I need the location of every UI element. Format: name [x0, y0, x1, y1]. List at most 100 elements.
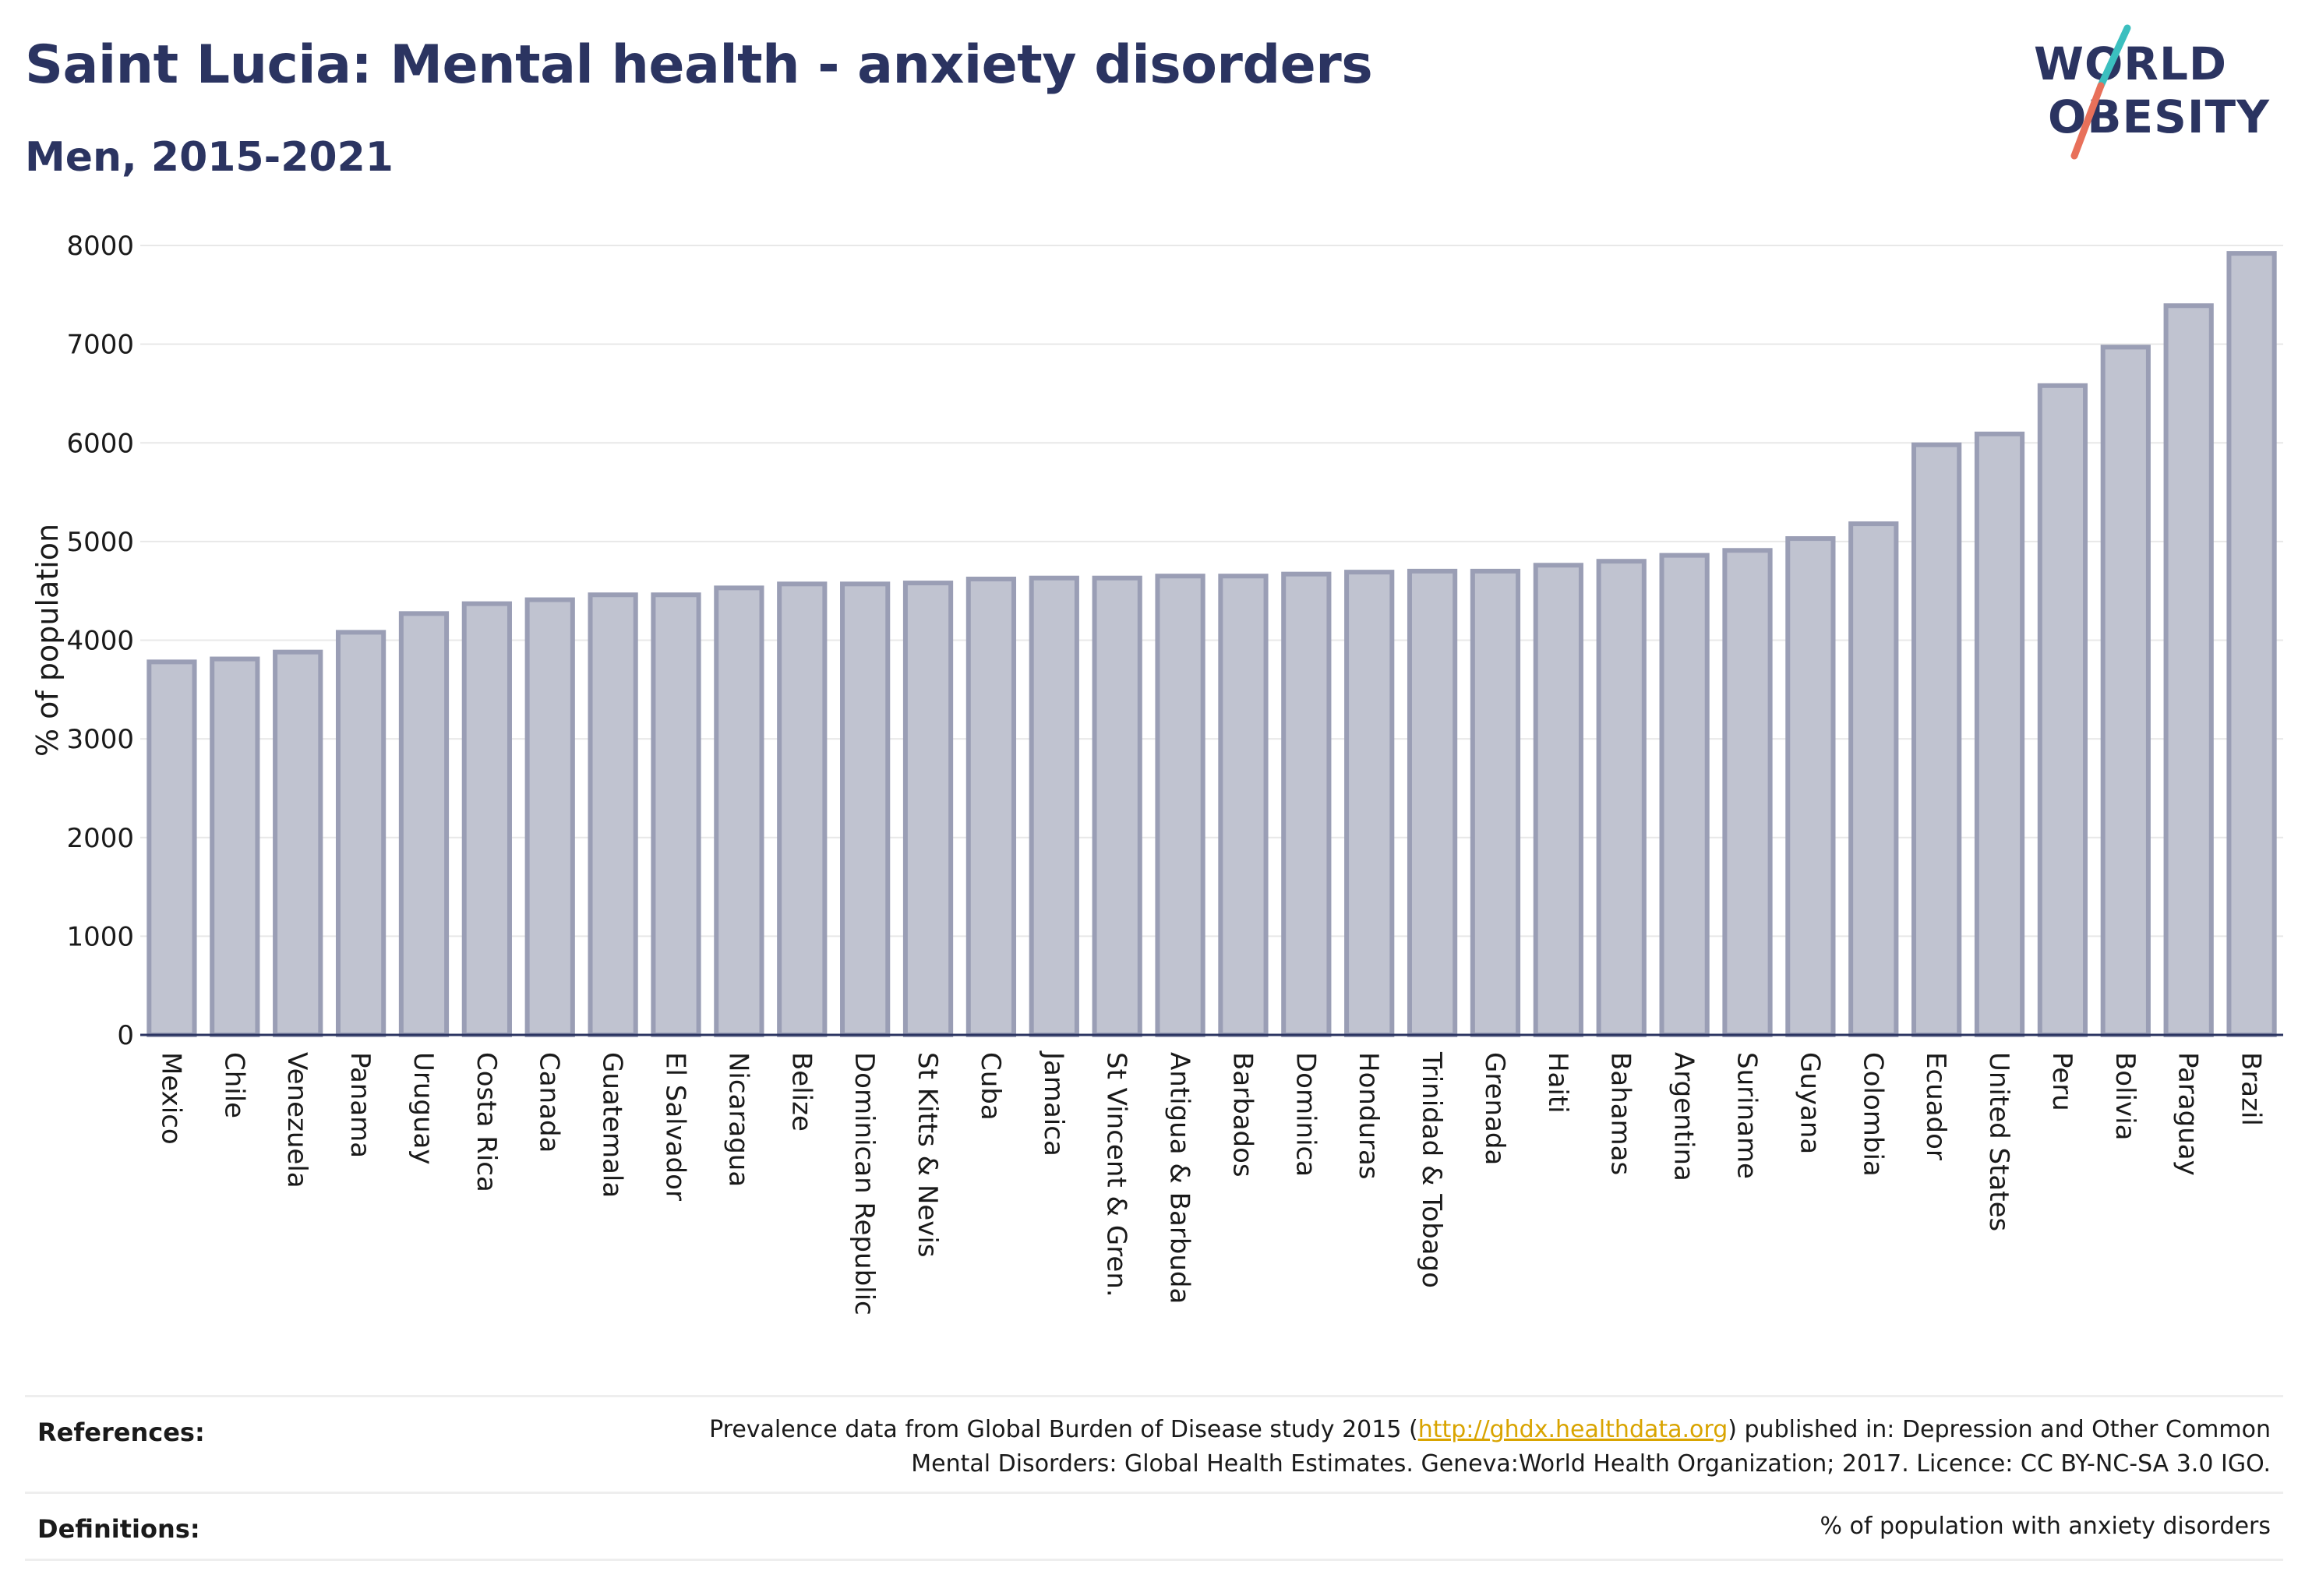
x-tick-label: Nicaragua	[722, 1052, 754, 1187]
bar	[777, 581, 828, 1038]
x-tick-label: Dominica	[1290, 1052, 1321, 1177]
bar	[840, 581, 891, 1038]
bar	[335, 630, 387, 1037]
x-tick-label: Uruguay	[408, 1052, 439, 1165]
bar	[1911, 442, 1962, 1038]
definitions-label: Definitions:	[37, 1514, 200, 1544]
y-tick-label: 1000	[66, 921, 134, 952]
x-tick-label: Paraguay	[2173, 1052, 2204, 1176]
references-label: References:	[37, 1418, 205, 1447]
y-tick-label: 5000	[66, 527, 134, 558]
y-axis-label: % of population	[30, 524, 65, 757]
logo-slash-icon	[2070, 24, 2131, 160]
bar	[714, 585, 764, 1038]
bar	[1344, 570, 1395, 1038]
x-tick-label: Antigua & Barbuda	[1164, 1052, 1195, 1304]
bar	[1785, 536, 1836, 1038]
bar	[1407, 568, 1458, 1037]
x-tick-label: St Kitts & Nevis	[912, 1052, 943, 1258]
x-tick-label: Panama	[344, 1052, 376, 1158]
x-tick-label: Cuba	[975, 1052, 1006, 1121]
bar	[1281, 571, 1332, 1037]
x-tick-label: Canada	[534, 1052, 565, 1153]
references-line-1-pre: Prevalence data from Global Burden of Di…	[709, 1416, 1418, 1443]
bar	[146, 659, 197, 1037]
bar	[2037, 383, 2088, 1037]
bar	[2100, 344, 2151, 1037]
bar	[1596, 559, 1647, 1037]
x-tick-label: Brazil	[2236, 1052, 2267, 1126]
references-row: References: Prevalence data from Global …	[25, 1395, 2283, 1491]
y-tick-label: 4000	[66, 626, 134, 657]
x-tick-label: Dominican Republic	[849, 1052, 880, 1315]
bar	[210, 656, 260, 1038]
definitions-row: Definitions: % of population with anxiet…	[25, 1492, 2283, 1559]
x-tick-labels: Mexico Chile Venezuela Panama Uruguay Costa R…	[155, 1050, 2266, 1315]
y-tick-label: 8000	[66, 231, 134, 262]
bar	[524, 597, 575, 1037]
x-tick-label: United States	[1983, 1052, 2014, 1231]
x-tick-label: Haiti	[1542, 1052, 1573, 1114]
x-tick-label: Honduras	[1353, 1052, 1384, 1180]
bar	[461, 601, 512, 1037]
bar	[273, 649, 323, 1037]
bar	[1659, 553, 1710, 1038]
references-link[interactable]: http://ghdx.healthdata.org	[1417, 1416, 1728, 1443]
x-tick-label: Peru	[2046, 1052, 2077, 1111]
bar	[588, 592, 638, 1037]
grid-lines	[140, 245, 2283, 1036]
bar	[902, 581, 954, 1037]
bar	[651, 592, 701, 1037]
x-tick-label: Suriname	[1731, 1052, 1763, 1179]
x-tick-label: Colombia	[1857, 1052, 1888, 1177]
references-text: Prevalence data from Global Burden of Di…	[709, 1413, 2271, 1481]
bar	[1722, 548, 1773, 1037]
bar	[965, 576, 1017, 1037]
references-line-1-post: ) published in: Depression and Other Com…	[1728, 1416, 2271, 1443]
bar	[1218, 574, 1269, 1038]
bar	[1092, 575, 1142, 1037]
x-tick-label: Guyana	[1794, 1052, 1825, 1154]
x-tick-label: Belize	[785, 1052, 817, 1132]
page-title: Saint Lucia: Mental health - anxiety dis…	[25, 34, 1373, 96]
definitions-text: % of population with anxiety disorders	[1820, 1513, 2271, 1540]
x-tick-label: Grenada	[1479, 1052, 1510, 1165]
bar	[398, 611, 450, 1037]
x-tick-label: St Vincent & Gren.	[1101, 1052, 1132, 1298]
y-tick-label: 3000	[66, 724, 134, 755]
x-tick-label: Jamaica	[1038, 1050, 1069, 1156]
logo-text-world: WORLD	[2034, 37, 2228, 90]
references-line-2: Mental Disorders: Global Health Estimate…	[911, 1450, 2271, 1478]
bar	[1155, 574, 1205, 1038]
x-tick-label: Bahamas	[1605, 1052, 1636, 1175]
x-tick-label: Venezuela	[281, 1052, 312, 1188]
y-tick-label: 2000	[66, 823, 134, 854]
page-subtitle: Men, 2015-2021	[25, 134, 394, 181]
x-tick-label: Costa Rica	[471, 1052, 502, 1192]
x-tick-label: Chile	[218, 1052, 249, 1118]
x-tick-label: Argentina	[1668, 1052, 1700, 1181]
references-line-1: Prevalence data from Global Burden of Di…	[709, 1413, 2271, 1447]
y-tick-label: 0	[117, 1020, 134, 1051]
bar	[1029, 575, 1079, 1037]
world-obesity-logo: WORLD OBESITY	[2034, 22, 2291, 170]
x-tick-label: El Salvador	[660, 1052, 691, 1201]
bar-chart: 0 1000 2000 3000 4000 5000 6000 7000 8000 Mexico…	[30, 231, 2283, 1315]
bars	[146, 251, 2277, 1038]
y-tick-labels: 0 1000 2000 3000 4000 5000 6000 7000 8000	[66, 231, 134, 1051]
bar	[1848, 521, 1899, 1037]
x-tick-label: Bolivia	[2109, 1052, 2141, 1140]
y-tick-label: 7000	[66, 330, 134, 361]
bar	[2226, 251, 2277, 1037]
bar	[1533, 563, 1583, 1037]
bar	[1974, 431, 2025, 1037]
bar	[2163, 303, 2214, 1037]
bar	[1470, 568, 1521, 1037]
footer-bottom-rule	[25, 1559, 2283, 1561]
x-tick-label: Ecuador	[1920, 1052, 1951, 1160]
x-tick-label: Mexico	[155, 1052, 186, 1145]
x-tick-label: Trinidad & Tobago	[1416, 1051, 1447, 1288]
x-tick-label: Guatemala	[597, 1052, 628, 1198]
x-tick-label: Barbados	[1227, 1052, 1258, 1178]
y-tick-label: 6000	[66, 428, 134, 459]
